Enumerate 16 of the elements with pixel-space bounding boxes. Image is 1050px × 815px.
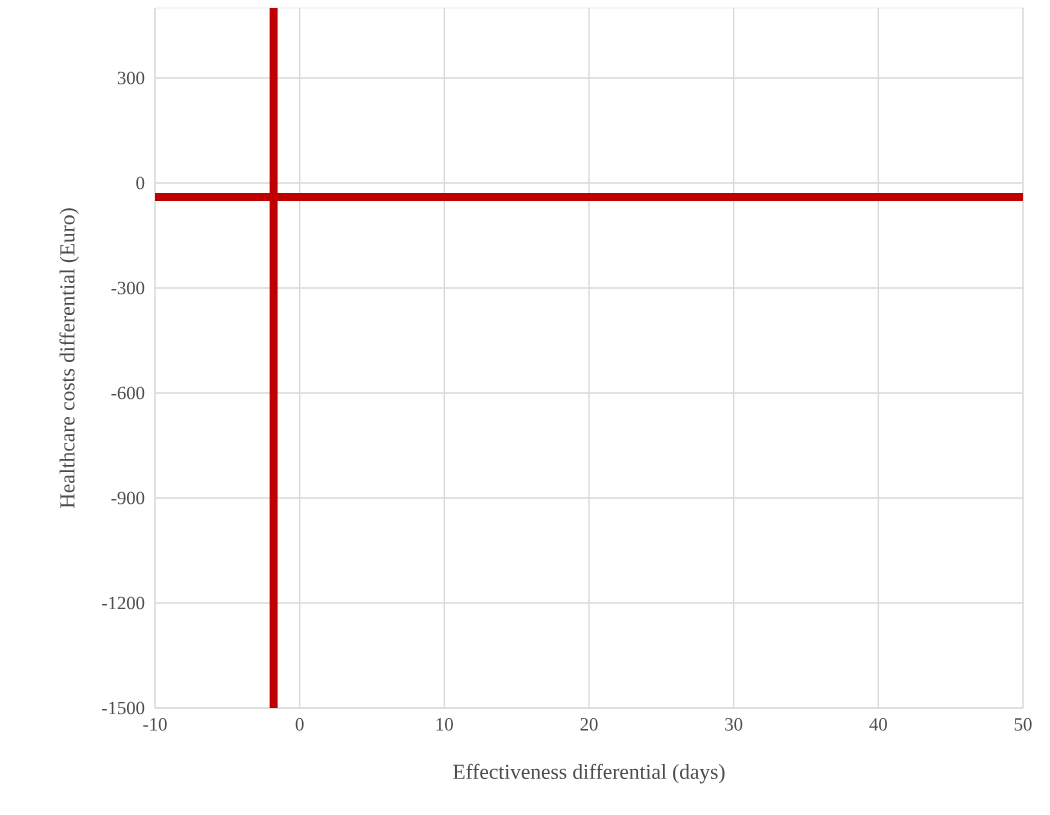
x-tick-label: 30 xyxy=(725,718,743,731)
x-tick-label: -10 xyxy=(143,718,167,731)
y-tick-label: 300 xyxy=(117,71,145,85)
y-tick-label: -1500 xyxy=(102,701,145,715)
x-tick-label: 20 xyxy=(580,718,598,731)
y-tick-label: -900 xyxy=(111,491,145,505)
x-tick-label: 10 xyxy=(436,718,453,731)
y-tick-label: -300 xyxy=(111,281,145,295)
x-tick-label: 40 xyxy=(869,718,887,731)
x-axis-title: Effectiveness differential (days) xyxy=(453,763,725,784)
y-tick-label: -1200 xyxy=(102,596,145,610)
x-tick-label: 0 xyxy=(295,718,304,731)
y-axis-title: Healthcare costs differential (Euro) xyxy=(59,208,79,508)
y-tick-label: -600 xyxy=(111,386,145,400)
y-tick-label: 0 xyxy=(136,176,145,190)
x-tick-label: 50 xyxy=(1014,718,1032,731)
